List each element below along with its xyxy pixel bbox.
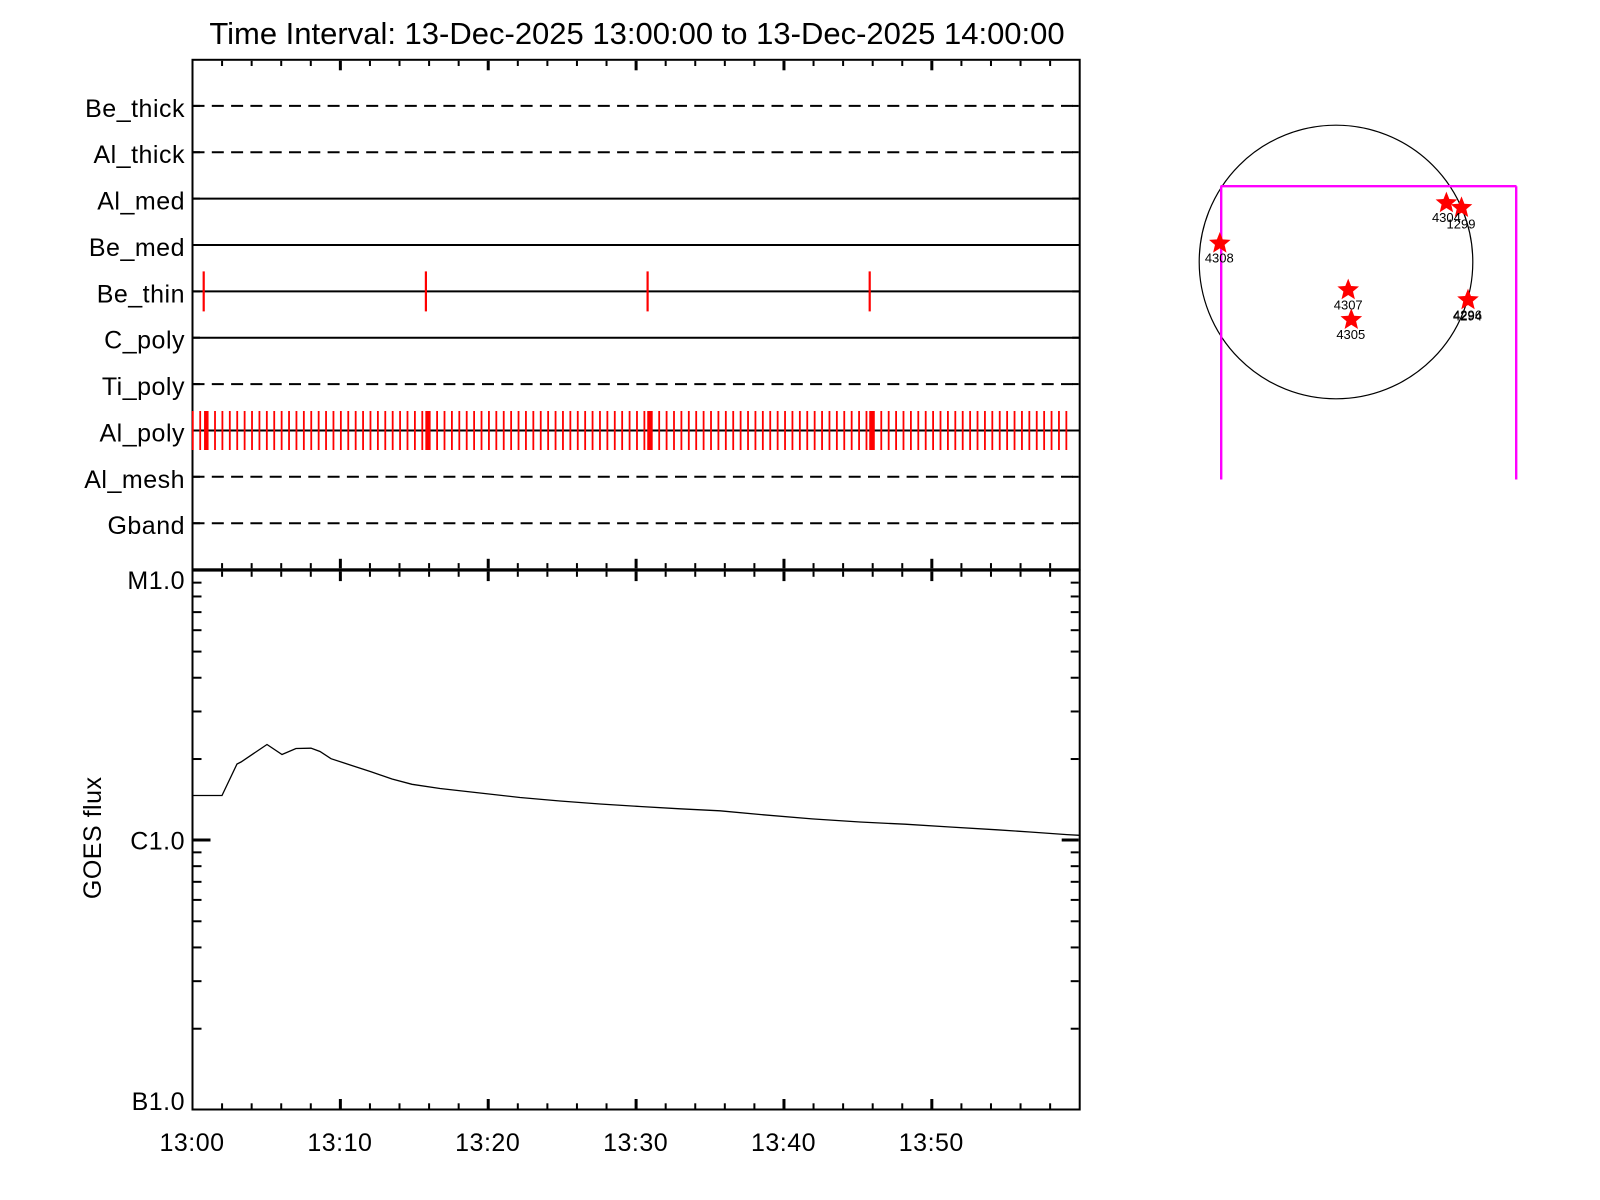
- svg-text:Al_mesh: Al_mesh: [84, 466, 185, 494]
- svg-text:4307: 4307: [1334, 297, 1363, 312]
- svg-text:13:50: 13:50: [899, 1129, 964, 1157]
- svg-text:4294: 4294: [1453, 308, 1482, 323]
- svg-text:C1.0: C1.0: [130, 828, 185, 856]
- svg-text:Al_poly: Al_poly: [100, 420, 186, 448]
- svg-text:4296: 4296: [1453, 308, 1482, 323]
- svg-text:Be_thin: Be_thin: [97, 280, 185, 308]
- svg-text:4305: 4305: [1336, 327, 1365, 342]
- svg-text:Be_med: Be_med: [89, 234, 185, 262]
- svg-text:13:30: 13:30: [603, 1129, 668, 1157]
- svg-text:Time Interval: 13-Dec-2025 13:: Time Interval: 13-Dec-2025 13:00:00 to 1…: [209, 16, 1064, 51]
- svg-text:4308: 4308: [1205, 251, 1234, 266]
- svg-text:1299: 1299: [1447, 217, 1476, 232]
- svg-text:B1.0: B1.0: [132, 1088, 185, 1116]
- svg-text:4304: 4304: [1432, 210, 1461, 225]
- svg-text:13:00: 13:00: [159, 1129, 224, 1157]
- svg-text:Gband: Gband: [107, 512, 185, 540]
- svg-text:M1.0: M1.0: [127, 567, 185, 595]
- svg-text:13:10: 13:10: [307, 1129, 372, 1157]
- svg-text:Al_med: Al_med: [97, 188, 185, 216]
- svg-text:13:20: 13:20: [455, 1129, 520, 1157]
- svg-text:Al_thick: Al_thick: [93, 141, 185, 169]
- svg-text:Ti_poly: Ti_poly: [102, 373, 185, 401]
- svg-text:GOES flux: GOES flux: [79, 777, 107, 900]
- svg-text:C_poly: C_poly: [104, 327, 185, 355]
- svg-text:Be_thick: Be_thick: [85, 95, 185, 123]
- svg-text:13:40: 13:40: [751, 1129, 816, 1157]
